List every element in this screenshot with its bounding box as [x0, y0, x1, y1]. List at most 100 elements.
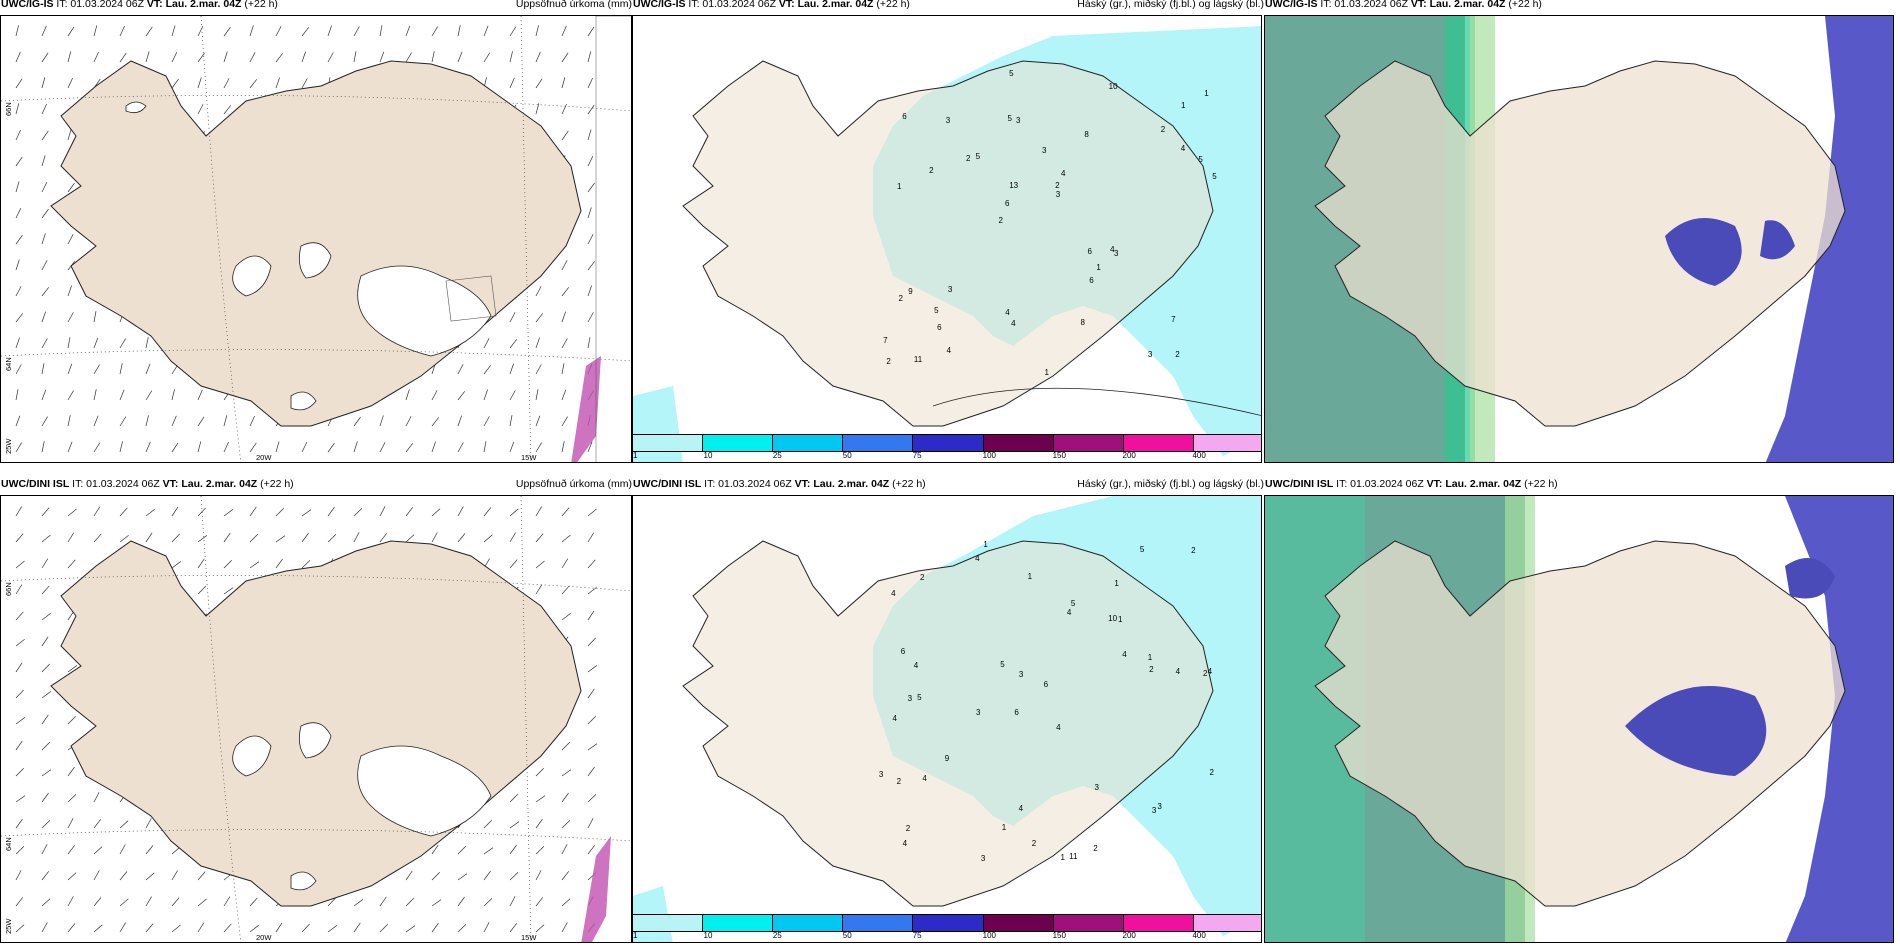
precip-value-label: 6 [902, 111, 907, 121]
wind-barb [353, 416, 361, 427]
precip-value-label: 4 [1175, 666, 1181, 676]
wind-barb [431, 871, 441, 881]
wind-barb [535, 560, 545, 569]
colorbar-cell [1193, 435, 1261, 451]
colorbar-tick-label: 1 [633, 451, 638, 460]
wind-barb [509, 844, 517, 855]
glacier-holes [125, 101, 492, 411]
wind-barb [119, 534, 129, 543]
precip-value-label: 6 [1087, 247, 1092, 256]
wind-barb [119, 25, 125, 37]
wind-barb [93, 415, 99, 427]
wind-barb [457, 364, 464, 375]
wind-barb [15, 364, 22, 375]
wind-barb [15, 207, 22, 219]
wind-barb [587, 743, 598, 751]
wind-barb [379, 923, 389, 933]
colorbar-tick-label: 10 [703, 451, 713, 460]
precip-value-label: 4 [1011, 319, 1016, 329]
precip-value-label: 2 [1191, 545, 1196, 555]
iceland-landmass [682, 60, 1214, 427]
wind-barb [119, 898, 129, 907]
wind-barb [587, 51, 592, 63]
wind-barb [15, 870, 22, 881]
wind-barb [587, 845, 596, 855]
wind-barb [535, 584, 543, 595]
wind-barb [67, 182, 75, 193]
wind-barb [431, 899, 442, 907]
wind-barb [535, 533, 544, 543]
colorbar-cell [703, 915, 774, 931]
precip-map: 1 1 2 6 4 5 4 10 4 4 6 4 4 3 1 11 4 5 4 9 4 3 4 4 3 6 3 2 3 2 3 5 4 5 3 2 1 1… [632, 495, 1262, 943]
wind-barb [15, 506, 22, 517]
lon-label-15w: 15W [521, 933, 537, 942]
wind-barb [15, 717, 26, 725]
colorbar-cell [913, 915, 984, 931]
wind-barb [67, 51, 72, 63]
wind-barb [561, 77, 566, 89]
precip-value-label: 3 [947, 285, 953, 295]
wind-barb [119, 416, 127, 427]
wind-barb [197, 922, 205, 933]
wind-barb [561, 363, 565, 375]
wind-barb [275, 53, 284, 63]
precip-value-label: 5 [1212, 171, 1217, 181]
wind-barb [145, 26, 153, 37]
wind-barb [67, 794, 77, 803]
wind-barb [275, 441, 280, 453]
wind-barb [587, 586, 597, 595]
wind-barb [15, 25, 19, 37]
wind-barb [93, 846, 103, 855]
wind-barb [509, 390, 516, 401]
wind-barb [561, 25, 567, 37]
precip-value-label: 6 [937, 322, 942, 332]
colorbar-ticks: 1 10 25 50 75 100 150 200 400 [633, 451, 1261, 461]
wind-barb [197, 52, 205, 63]
wind-barb [535, 415, 541, 427]
wind-barb [41, 77, 46, 89]
colorbar-cell [703, 435, 774, 451]
wind-barb [223, 105, 232, 115]
wind-barb [67, 845, 76, 855]
wind-barb [379, 415, 384, 427]
wind-barb [431, 390, 438, 401]
wind-barb [457, 924, 467, 933]
precip-value-label: 1 [1060, 853, 1065, 863]
wind-barb [587, 234, 594, 245]
wind-barb [301, 532, 309, 543]
wind-barb [405, 443, 414, 453]
wind-barb [301, 78, 308, 89]
wind-barb [93, 506, 101, 517]
wind-barb [197, 25, 204, 37]
wind-barb [561, 311, 566, 323]
wind-barb [145, 415, 149, 427]
wind-barb [561, 792, 569, 803]
wind-barb [483, 52, 491, 63]
colorbar-tick-label: 200 [1122, 451, 1136, 460]
wind-barb [67, 441, 73, 453]
wind-barb [93, 870, 100, 881]
wind-barb [15, 156, 23, 167]
wind-barb [67, 129, 72, 141]
wind-barb [327, 925, 338, 933]
precip-value-label: 3 [1055, 190, 1061, 200]
wind-barb [15, 740, 23, 751]
precip-value-label: 2 [920, 573, 925, 583]
wind-barb [197, 441, 202, 453]
precip-value-label: 2 [929, 165, 934, 175]
wind-barb [171, 561, 182, 569]
precip-value-label: 5 [975, 152, 981, 162]
wind-barb [41, 922, 48, 933]
wind-barb [379, 51, 385, 63]
wind-barb [119, 52, 127, 63]
wind-barb [41, 155, 46, 167]
wind-barb [41, 534, 51, 543]
wind-barb [145, 390, 153, 401]
wind-barb [249, 79, 258, 89]
precip-value-label: 3 [1041, 145, 1047, 155]
wind-barb [457, 533, 466, 543]
wind-barb [535, 924, 545, 933]
wind-barb [509, 312, 516, 323]
colorbar-tick-label: 10 [703, 931, 713, 940]
wind-barb [379, 25, 383, 37]
